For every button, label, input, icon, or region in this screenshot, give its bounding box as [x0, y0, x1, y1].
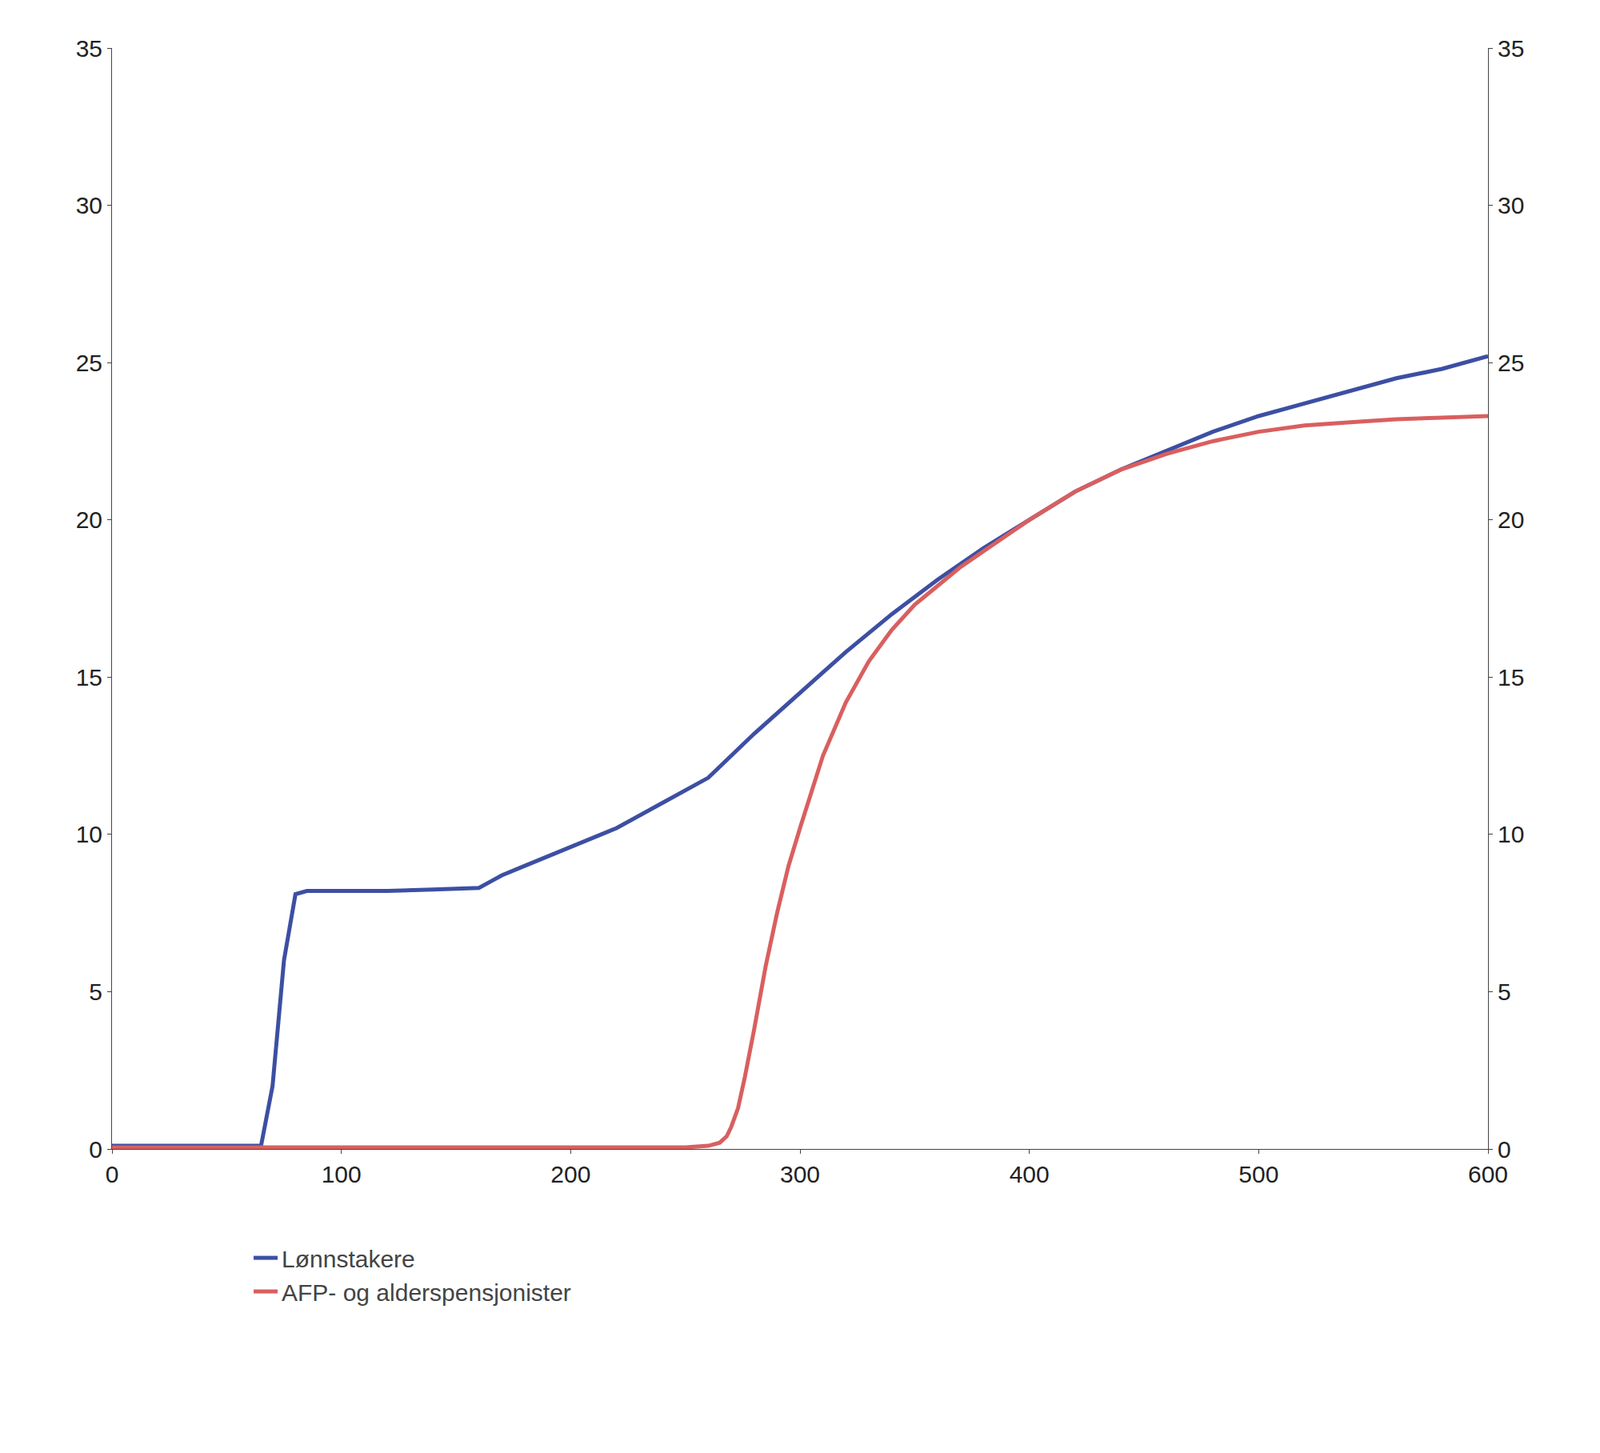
svg-text:0: 0 [105, 1160, 120, 1188]
svg-text:0: 0 [1497, 1136, 1512, 1163]
svg-text:10: 10 [1497, 820, 1524, 848]
svg-text:15: 15 [76, 664, 103, 691]
svg-text:30: 30 [1497, 192, 1524, 219]
svg-text:0: 0 [88, 1136, 103, 1163]
svg-text:Lønnstakere: Lønnstakere [281, 1245, 416, 1272]
svg-text:5: 5 [88, 978, 103, 1005]
svg-text:300: 300 [780, 1160, 820, 1188]
svg-text:20: 20 [1497, 506, 1524, 533]
svg-text:5: 5 [1497, 978, 1512, 1005]
svg-text:35: 35 [76, 35, 103, 62]
svg-text:30: 30 [76, 192, 103, 219]
svg-text:25: 25 [1497, 349, 1524, 376]
svg-text:20: 20 [76, 506, 103, 533]
svg-text:25: 25 [76, 349, 103, 376]
svg-text:400: 400 [1009, 1160, 1050, 1188]
svg-text:35: 35 [1497, 35, 1524, 62]
svg-text:500: 500 [1238, 1160, 1279, 1188]
svg-text:10: 10 [76, 820, 103, 848]
svg-text:AFP- og alderspensjonister: AFP- og alderspensjonister [281, 1279, 572, 1306]
svg-text:600: 600 [1468, 1160, 1508, 1188]
svg-text:200: 200 [550, 1160, 591, 1188]
svg-text:15: 15 [1497, 664, 1524, 691]
svg-text:100: 100 [321, 1160, 362, 1188]
